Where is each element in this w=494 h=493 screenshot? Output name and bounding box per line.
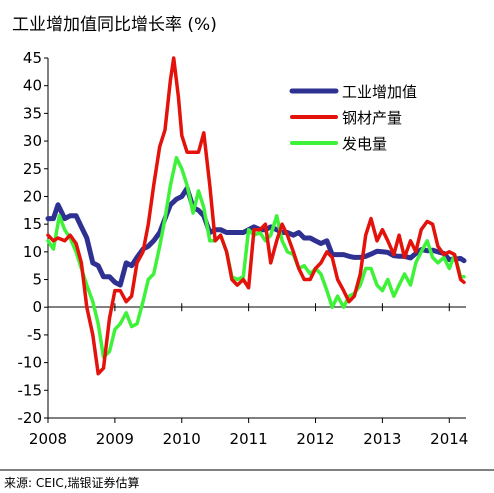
y-tick-label: 40 (23, 77, 42, 95)
y-tick-label: 10 (23, 243, 42, 261)
series-line-1 (45, 185, 467, 288)
legend-label-2: 钢材产量 (342, 109, 402, 127)
x-ticks: 2008 2009 2010 2011 2012 2013 2014 (29, 303, 468, 448)
x-tick-label: 2011 (230, 430, 268, 448)
legend-label-1: 工业增加值 (342, 83, 417, 101)
x-tick-label: 2012 (296, 430, 334, 448)
legend-label-3: 发电量 (342, 135, 387, 153)
chart-title: 工业增加值同比增长率 (%) (12, 15, 217, 35)
y-tick-label: -5 (27, 326, 42, 344)
x-tick-label: 2014 (430, 430, 468, 448)
y-tick-label: 15 (23, 215, 42, 233)
y-tick-label: -10 (18, 354, 43, 372)
x-tick-label: 2009 (96, 430, 134, 448)
series-line-2 (46, 56, 466, 376)
y-tick-label: -15 (18, 381, 43, 399)
x-tick-label: 2010 (163, 430, 201, 448)
x-tick-label: 2013 (363, 430, 401, 448)
x-axis: 2008 2009 2010 2011 2012 2013 2014 (29, 303, 468, 448)
series-lines (45, 56, 467, 376)
x-tick-label: 2008 (29, 430, 67, 448)
y-tick-label: -20 (18, 409, 43, 427)
y-tick-label: 20 (23, 187, 42, 205)
y-tick-label: 0 (32, 298, 42, 316)
y-ticks: -20 -15 -10 -5 0 5 10 15 20 25 30 35 40 45 (18, 49, 48, 427)
y-tick-label: 45 (23, 49, 42, 67)
y-tick-label: 30 (23, 132, 42, 150)
y-axis: -20 -15 -10 -5 0 5 10 15 20 25 30 35 40 45 (18, 49, 49, 427)
y-tick-label: 25 (23, 160, 42, 178)
y-tick-label: 35 (23, 104, 42, 122)
y-tick-label: 5 (32, 271, 42, 289)
series-line-3 (46, 155, 466, 359)
source-note: 来源: CEIC,瑞银证券估算 (4, 475, 140, 490)
